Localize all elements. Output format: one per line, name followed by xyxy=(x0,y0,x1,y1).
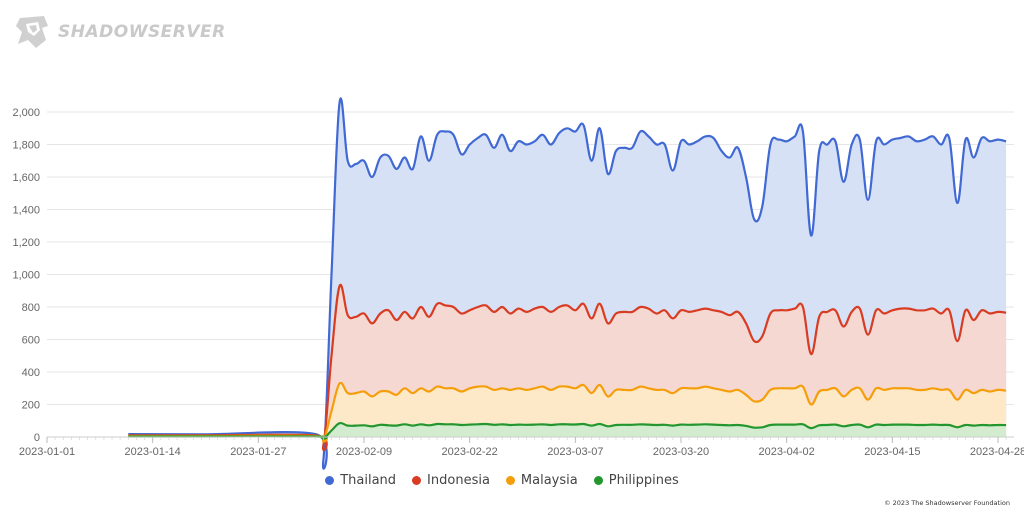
series-lines xyxy=(128,97,1007,470)
x-tick-label: 2023-04-15 xyxy=(864,446,920,458)
x-tick-label: 2023-02-22 xyxy=(442,446,498,458)
y-tick-label: 200 xyxy=(22,400,40,412)
shadowserver-logo-icon xyxy=(16,16,48,48)
legend-item-malaysia[interactable]: Malaysia xyxy=(505,473,578,488)
y-tick-label: 600 xyxy=(22,335,40,347)
brand-name: SHADOWSERVER xyxy=(58,22,226,42)
legend-label: Malaysia xyxy=(520,473,578,488)
legend-marker xyxy=(505,476,515,485)
y-tick-label: 400 xyxy=(22,367,40,379)
legend-label: Philippines xyxy=(608,473,679,488)
y-tick-label: 2,000 xyxy=(12,107,40,119)
area-chart: 0 200 400 600 800 1,000 1,200 1,400 1,600 1,800 2,… xyxy=(12,97,1024,470)
x-tick-label: 2023-01-27 xyxy=(230,446,286,458)
series-line-thailand xyxy=(128,97,1007,470)
copyright-credit: © 2023 The Shadowserver Foundation xyxy=(884,499,1010,507)
axes: 0 200 400 600 800 1,000 1,200 1,400 1,600 1,800 2,… xyxy=(12,107,1024,458)
legend-marker xyxy=(593,476,603,485)
chart-legend: Thailand Indonesia Malaysia Philippines xyxy=(0,473,1004,488)
x-tick-label: 2023-04-28 xyxy=(970,446,1024,458)
legend-item-indonesia[interactable]: Indonesia xyxy=(412,473,490,488)
series-line-malaysia xyxy=(128,381,1007,443)
y-tick-label: 800 xyxy=(22,302,40,314)
legend-marker xyxy=(325,476,335,485)
x-tick-label: 2023-01-14 xyxy=(125,446,181,458)
x-tick-label: 2023-01-01 xyxy=(19,446,75,458)
y-tick-label: 1,200 xyxy=(12,237,40,249)
x-tick-label: 2023-03-07 xyxy=(547,446,603,458)
x-tick-label: 2023-03-20 xyxy=(653,446,709,458)
x-tick-label: 2023-04-02 xyxy=(759,446,815,458)
y-tick-label: 1,800 xyxy=(12,140,40,152)
legend-label: Thailand xyxy=(340,473,397,488)
area-fills xyxy=(128,98,1007,469)
y-tick-label: 1,400 xyxy=(12,205,40,217)
series-line-indonesia xyxy=(128,283,1007,451)
y-tick-label: 0 xyxy=(34,432,40,444)
legend-marker xyxy=(412,476,422,485)
series-line-philippines xyxy=(128,421,1007,440)
series-area-philippines xyxy=(128,423,1007,439)
legend-item-philippines[interactable]: Philippines xyxy=(593,473,679,488)
x-tick-label: 2023-02-09 xyxy=(336,446,392,458)
brand-logo: SHADOWSERVER xyxy=(14,14,226,50)
legend-item-thailand[interactable]: Thailand xyxy=(325,473,396,488)
y-tick-label: 1,000 xyxy=(12,270,40,282)
legend-label: Indonesia xyxy=(427,473,490,488)
y-tick-label: 1,600 xyxy=(12,172,40,184)
